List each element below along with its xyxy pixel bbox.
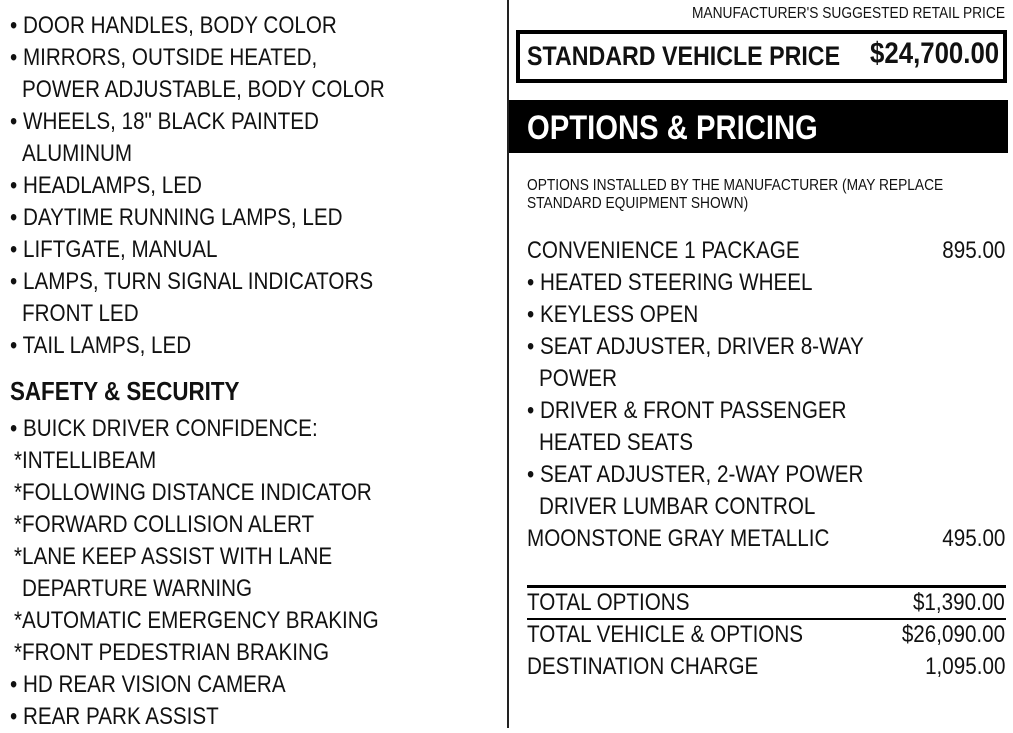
safety-item-line: DEPARTURE WARNING [22,575,253,602]
safety-heading: SAFETY & SECURITY [10,376,240,406]
option-price: 895.00 [941,237,1005,264]
option-line: • HEATED STEERING WHEEL [527,269,813,296]
equipment-item-line: • WHEELS, 18" BLACK PAINTED [10,108,319,135]
safety-item-line: *FORWARD COLLISION ALERT [14,511,315,538]
equipment-item-line: POWER ADJUSTABLE, BODY COLOR [22,76,385,103]
option-line: • SEAT ADJUSTER, DRIVER 8-WAY [527,333,864,360]
safety-item-line: *LANE KEEP ASSIST WITH LANE [14,543,333,570]
safety-item-line: • HD REAR VISION CAMERA [10,671,286,698]
standard-price-value: $24,700.00 [869,37,999,70]
option-line: • DRIVER & FRONT PASSENGER [527,397,847,424]
total-label: TOTAL VEHICLE & OPTIONS [527,621,804,648]
column-divider [507,0,509,728]
options-heading-bar [509,100,1008,153]
equipment-item-line: ALUMINUM [22,140,133,167]
total-value: 1,095.00 [924,653,1005,680]
options-note-line-1: OPTIONS INSTALLED BY THE MANUFACTURER (M… [527,177,944,194]
total-value: $26,090.00 [901,621,1005,648]
equipment-item-line: • TAIL LAMPS, LED [10,332,192,359]
totals-rule [527,585,1006,588]
equipment-item-line: • MIRRORS, OUTSIDE HEATED, [10,44,318,71]
standard-price-box [516,30,1007,83]
total-options-underline [527,618,1006,620]
options-heading: OPTIONS & PRICING [527,109,818,147]
options-note-line-2: STANDARD EQUIPMENT SHOWN) [527,195,749,212]
msrp-label: MANUFACTURER'S SUGGESTED RETAIL PRICE [691,5,1005,22]
safety-item-line: *FOLLOWING DISTANCE INDICATOR [14,479,372,506]
option-line: CONVENIENCE 1 PACKAGE [527,237,800,264]
equipment-item-line: • DAYTIME RUNNING LAMPS, LED [10,204,343,231]
option-line: POWER [539,365,617,392]
safety-item-line: *AUTOMATIC EMERGENCY BRAKING [14,607,379,634]
total-value: $1,390.00 [913,589,1005,616]
equipment-item-line: • HEADLAMPS, LED [10,172,202,199]
total-label: DESTINATION CHARGE [527,653,759,680]
safety-item-line: *FRONT PEDESTRIAN BRAKING [14,639,330,666]
equipment-item-line: • LAMPS, TURN SIGNAL INDICATORS [10,268,374,295]
option-line: • KEYLESS OPEN [527,301,699,328]
option-line: • SEAT ADJUSTER, 2-WAY POWER [527,461,864,488]
option-price: 495.00 [941,525,1005,552]
equipment-item-line: • LIFTGATE, MANUAL [10,236,218,263]
option-line: MOONSTONE GRAY METALLIC [527,525,830,552]
standard-price-label: STANDARD VEHICLE PRICE [527,41,841,71]
equipment-item-line: • DOOR HANDLES, BODY COLOR [10,12,337,39]
safety-item-line: *INTELLIBEAM [14,447,157,474]
safety-item-line: • BUICK DRIVER CONFIDENCE: [10,415,318,442]
safety-item-line: • REAR PARK ASSIST [10,703,219,730]
total-label: TOTAL OPTIONS [527,589,690,616]
option-line: HEATED SEATS [539,429,694,456]
option-line: DRIVER LUMBAR CONTROL [539,493,816,520]
equipment-item-line: FRONT LED [22,300,139,327]
